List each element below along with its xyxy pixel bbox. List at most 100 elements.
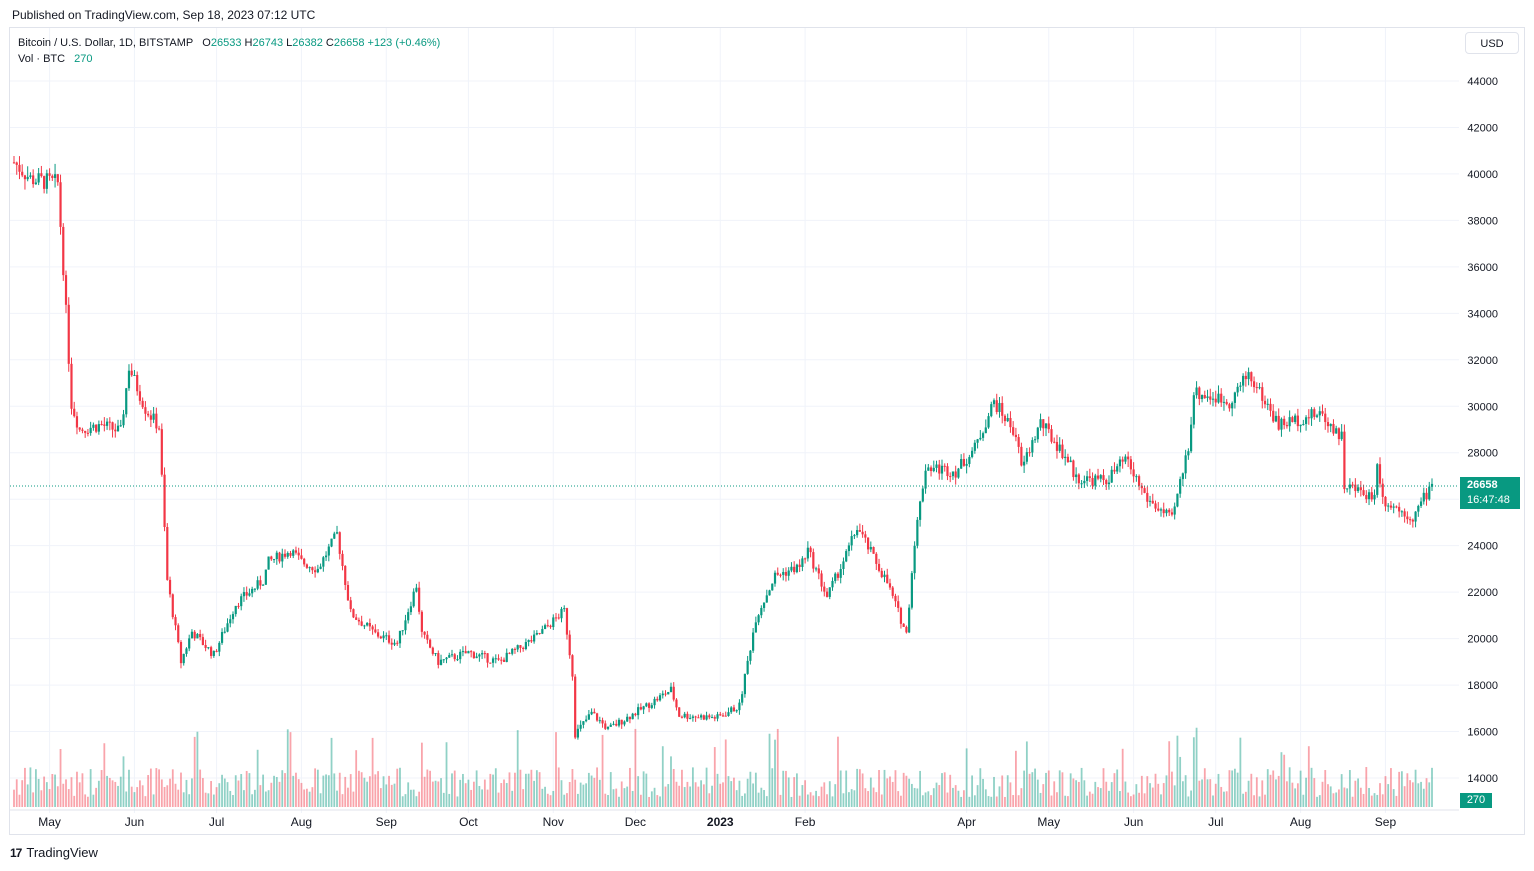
candle-body [754,622,757,633]
volume-bar [1286,781,1288,807]
candle-body [623,721,626,725]
volume-bar [826,794,828,807]
volume-bar [760,787,763,807]
volume-bar [837,736,839,807]
candle-body [489,662,492,664]
x-axis-labels: May Jun Jul Aug Sep Oct Nov Dec 2023 Feb Apr May Jun… [38,815,1396,829]
footer-branding[interactable]: 17 TradingView [10,845,98,860]
volume-bar [1220,786,1223,807]
candle-body [705,715,708,720]
volume-bar [462,773,464,807]
volume-bar [1392,789,1395,807]
candle-body [1296,415,1299,427]
volume-bar [188,794,191,807]
y-tick-label: 30000 [1467,401,1498,413]
candle-body [727,712,730,716]
candle-body [1255,387,1258,389]
candle-body [366,622,369,626]
volume-bar [122,756,125,807]
candle-body [1381,483,1384,497]
candle-body [305,564,309,568]
volume-bar [629,767,631,807]
candle-body [352,609,355,618]
volume-bar [1338,789,1340,807]
candle-body [1299,424,1302,427]
volume-bar [711,785,713,807]
volume-bar [971,775,974,807]
volume-bar [177,789,180,807]
candles [12,155,1434,740]
volume-bar [1012,795,1015,807]
volume-bar [54,774,56,807]
volume-bar [585,783,588,807]
volume-bar [336,790,338,807]
volume-bar [445,742,448,807]
volume-bar [467,779,470,807]
candle-body [1324,413,1327,423]
volume-bar [245,770,248,807]
volume-bar [952,787,954,807]
candle-body [1137,476,1141,486]
volume-bar [582,784,585,807]
volume-bar [1414,769,1417,807]
volume-bar [1217,773,1220,807]
volume-bar [916,788,919,807]
candle-body [787,570,790,576]
candle-body [199,633,202,638]
volume-bar [1181,781,1184,807]
volume-bar [593,777,596,807]
candle-body [152,413,155,420]
candle-body [1378,464,1382,484]
candle-body [918,501,922,520]
candle-body [814,568,818,570]
candle-body [1214,398,1217,403]
volume-bar [1225,791,1228,807]
candle-body [1036,427,1039,440]
volume-bar [106,775,108,807]
volume-bar [861,773,864,807]
candle-body [593,711,596,714]
volume-bar [423,776,426,807]
candle-body [1091,477,1094,486]
volume-bar [1138,792,1140,807]
volume-bar [494,768,497,807]
volume-bar [125,791,128,807]
candle-body [212,650,215,656]
candle-body [1422,492,1425,502]
candle-body [1190,424,1193,452]
candle-body [1231,402,1234,409]
volume-bar [508,772,511,807]
candle-body [730,707,733,713]
volume-bar [1354,780,1357,807]
brand-name: TradingView [26,845,98,860]
symbol-label[interactable]: Bitcoin / U.S. Dollar, 1D, BITSTAMP [18,37,194,49]
candle-body [1244,375,1247,380]
volume-bar [604,793,607,807]
currency-button[interactable]: USD [1465,32,1519,54]
volume-bar [842,793,845,807]
candle-body [768,590,771,596]
candle-body [1072,460,1075,478]
candle-body [1110,469,1113,483]
candle-body [1003,415,1007,422]
volume-bar [366,781,369,807]
candle-body [1294,415,1297,423]
candle-body [114,429,117,432]
candle-body [1252,381,1256,388]
candle-body [355,617,358,620]
volume-bar [653,787,656,807]
volume-label[interactable]: Vol · BTC [18,53,66,65]
volume-bar [1244,791,1247,807]
candle-body [234,605,237,615]
candle-body [467,651,470,654]
candle-body [1225,401,1228,405]
candle-body [891,587,894,596]
volume-bar [240,774,243,807]
volume-bar [634,728,637,807]
volume-bar [815,790,817,807]
candle-body [888,583,892,588]
y-tick-label: 20000 [1467,634,1498,646]
candle-body [404,620,407,631]
volume-bar [1310,767,1313,807]
